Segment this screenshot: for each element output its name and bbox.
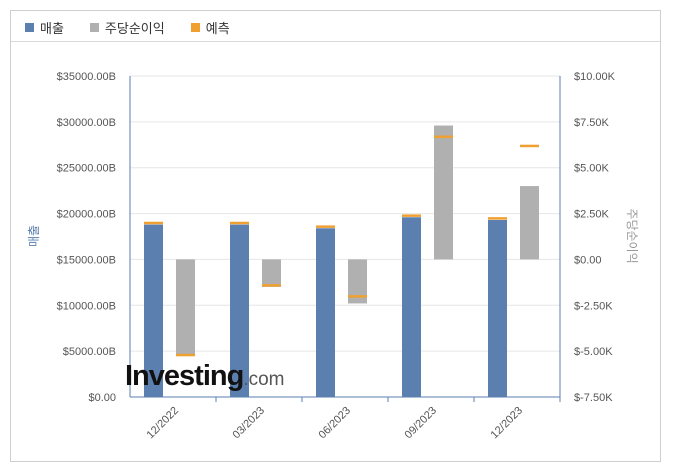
right-tick-label: $-2.50K — [574, 300, 613, 312]
revenue-forecast-mark — [488, 217, 507, 220]
x-tick-label: 12/2022 — [145, 405, 182, 442]
chart-frame: 매출 주당순이익 예측 — [10, 10, 661, 462]
revenue-forecast-mark — [144, 221, 163, 225]
left-tick-label: $5000.00B — [63, 346, 116, 358]
revenue-forecast-mark — [402, 214, 421, 217]
watermark-main: Investing — [125, 360, 244, 392]
x-tick-label: 06/2023 — [317, 405, 354, 442]
legend-label-forecast: 예측 — [205, 21, 230, 36]
right-tick-label: $5.00K — [574, 163, 610, 175]
eps-forecast-mark — [520, 144, 539, 148]
legend-item-eps[interactable]: 주당순이익 — [89, 18, 165, 37]
legend-divider — [11, 41, 660, 42]
legend-label-eps: 주당순이익 — [104, 21, 165, 36]
eps-forecast-mark — [348, 295, 367, 298]
eps-forecast-mark — [434, 135, 453, 139]
revenue-bar — [144, 224, 163, 397]
watermark-suffix: .com — [243, 369, 285, 390]
revenue-bar — [316, 228, 335, 397]
right-tick-label: $7.50K — [574, 117, 610, 129]
left-tick-label: $15000.00B — [57, 254, 116, 266]
x-tick-label: 09/2023 — [403, 405, 440, 442]
right-tick-label: $0.00 — [574, 254, 602, 266]
left-tick-label: $0.00 — [88, 392, 116, 404]
legend-swatch-revenue — [25, 23, 34, 32]
revenue-forecast-mark — [316, 225, 335, 228]
eps-forecast-mark — [262, 284, 281, 287]
left-tick-label: $25000.00B — [57, 163, 116, 175]
x-tick-label: 12/2023 — [489, 405, 526, 442]
left-tick-label: $35000.00B — [57, 71, 116, 83]
right-tick-label: $-5.00K — [574, 346, 613, 358]
eps-bar — [434, 125, 453, 260]
revenue-forecast-mark — [230, 221, 249, 225]
legend: 매출 주당순이익 예측 — [25, 18, 230, 37]
right-axis-title: 주당순이익 — [625, 208, 639, 263]
legend-swatch-eps — [89, 23, 99, 32]
investing-watermark: Investing .com — [125, 360, 285, 393]
left-tick-label: $20000.00B — [57, 209, 116, 221]
eps-forecast-mark — [176, 353, 195, 357]
legend-label-revenue: 매출 — [40, 21, 64, 36]
right-tick-label: $-7.50K — [574, 392, 613, 404]
right-tick-label: $10.00K — [574, 71, 616, 83]
eps-bar — [262, 259, 281, 287]
left-tick-label: $30000.00B — [57, 117, 116, 129]
legend-item-forecast[interactable]: 예측 — [190, 18, 230, 37]
revenue-bar — [230, 224, 249, 397]
eps-bar — [176, 259, 195, 355]
legend-item-revenue[interactable]: 매출 — [25, 18, 64, 37]
revenue-bar — [488, 219, 507, 397]
eps-bar — [348, 259, 367, 304]
revenue-bar — [402, 217, 421, 397]
left-tick-label: $10000.00B — [57, 300, 116, 312]
legend-swatch-forecast — [190, 23, 200, 32]
x-tick-label: 03/2023 — [231, 405, 268, 442]
eps-bar — [520, 186, 539, 260]
left-axis-title: 매출 — [27, 225, 41, 247]
right-tick-label: $2.50K — [574, 209, 610, 221]
